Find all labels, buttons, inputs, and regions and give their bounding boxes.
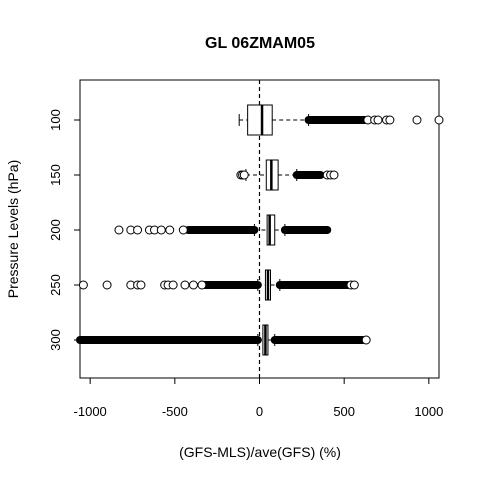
outlier-point: [178, 225, 188, 235]
x-tick-label: -1000: [74, 404, 107, 419]
outlier-point: [412, 115, 422, 125]
box: [266, 214, 276, 246]
x-tick-label: -500: [162, 404, 188, 419]
outlier-point: [168, 280, 178, 290]
y-axis-label: Pressure Levels (hPa): [5, 160, 21, 299]
outlier-point: [102, 280, 112, 290]
outlier-point: [349, 280, 359, 290]
outlier-point: [133, 225, 143, 235]
outlier-band: [270, 336, 367, 344]
outlier-point: [165, 225, 175, 235]
outlier-band: [280, 226, 332, 234]
y-tick-label: 200: [48, 219, 63, 241]
x-axis-label: (GFS-MLS)/ave(GFS) (%): [179, 444, 341, 460]
chart-title: GL 06ZMAM05: [205, 35, 315, 52]
x-tick-label: 0: [256, 404, 263, 419]
outlier-band: [304, 116, 369, 124]
x-tick-label: 1000: [414, 404, 443, 419]
outlier-point: [239, 170, 249, 180]
outlier-point: [373, 115, 383, 125]
y-tick-label: 100: [48, 109, 63, 131]
outlier-point: [329, 170, 339, 180]
outlier-band: [292, 171, 325, 179]
chart-marks: -1000 -500 0 500 1000 100 150 200 250 300: [48, 80, 444, 419]
outlier-band: [184, 226, 259, 234]
outlier-point: [136, 280, 146, 290]
x-tick-label: 500: [333, 404, 355, 419]
y-tick-label: 300: [48, 329, 63, 351]
outlier-point: [434, 115, 444, 125]
outlier-point: [197, 280, 207, 290]
y-tick-label: 150: [48, 164, 63, 186]
outlier-point: [180, 280, 190, 290]
outlier-point: [361, 335, 371, 345]
outlier-point: [385, 115, 395, 125]
outlier-band: [76, 336, 262, 344]
outlier-point: [188, 280, 198, 290]
outlier-point: [156, 225, 166, 235]
box: [247, 104, 273, 136]
outlier-band: [201, 281, 262, 289]
y-tick-label: 250: [48, 274, 63, 296]
outlier-point: [78, 280, 88, 290]
outlier-band: [275, 281, 352, 289]
outlier-point: [114, 225, 124, 235]
